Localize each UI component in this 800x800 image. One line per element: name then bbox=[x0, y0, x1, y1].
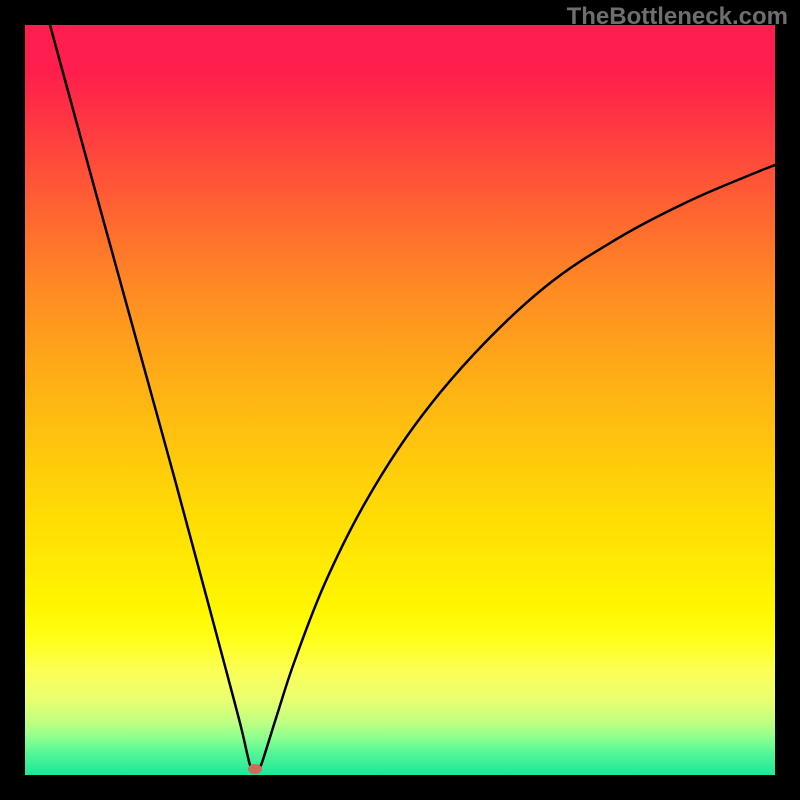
curve-left-branch bbox=[50, 25, 253, 770]
figure-frame: TheBottleneck.com bbox=[0, 0, 800, 800]
attribution-label: TheBottleneck.com bbox=[567, 3, 788, 31]
curve-right-branch bbox=[257, 165, 775, 770]
plot-area bbox=[25, 25, 775, 775]
curve-minimum-marker bbox=[248, 764, 262, 774]
bottleneck-curve bbox=[25, 25, 775, 775]
